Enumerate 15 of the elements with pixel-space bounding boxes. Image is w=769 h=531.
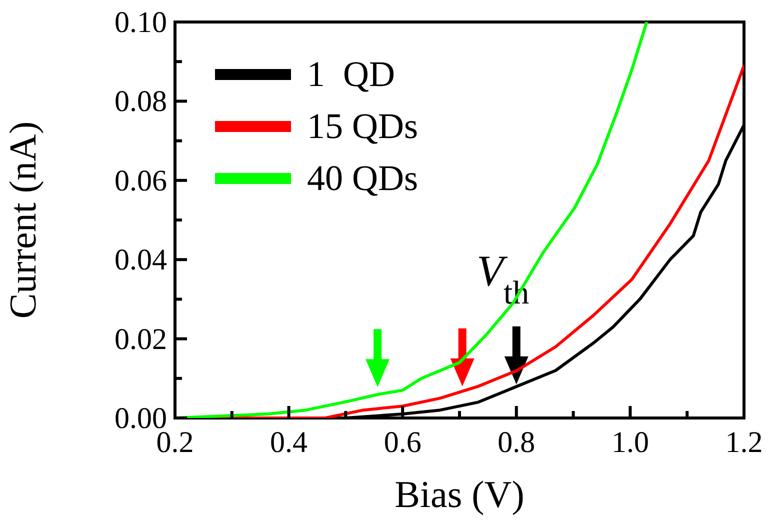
legend-label: 1 QD [307,53,395,96]
y-tick-label: 0.08 [114,85,167,118]
x-tick-label: 0.8 [498,426,536,459]
legend-label: 15 QDs [307,105,418,148]
x-tick-label: 1.2 [725,426,763,459]
x-tick-label: 0.4 [270,426,308,459]
legend-label: 40 QDs [307,157,418,200]
y-axis-title: Current (nA) [2,121,44,319]
x-tick-label: 1.0 [611,426,649,459]
x-tick-label: 0.6 [384,426,422,459]
y-tick-label: 0.04 [114,244,167,277]
y-tick-label: 0.10 [114,6,167,39]
x-axis-title: Bias (V) [394,474,524,516]
y-tick-label: 0.06 [114,164,167,198]
y-tick-label: 0.02 [114,322,167,356]
